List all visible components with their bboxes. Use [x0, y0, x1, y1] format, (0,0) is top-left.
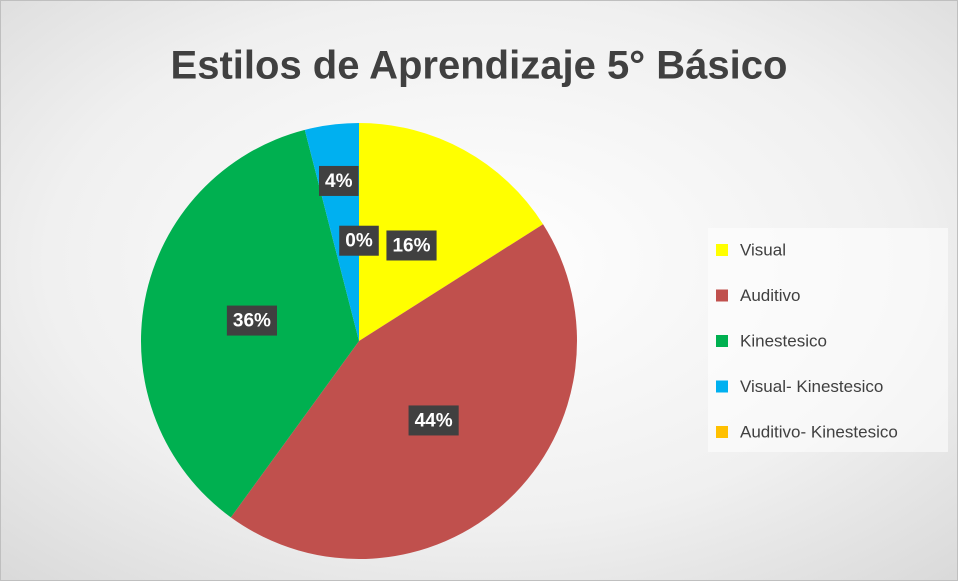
legend-swatch [716, 426, 728, 438]
legend-label: Auditivo [740, 286, 800, 305]
pie-slice [359, 123, 544, 341]
data-label: 36% [233, 311, 271, 332]
legend-swatch [716, 335, 728, 347]
legend-swatch [716, 244, 728, 256]
data-label-box [386, 230, 437, 261]
legend-label: Kinestesico [740, 331, 827, 350]
data-label-box [339, 225, 379, 256]
data-label: 4% [325, 171, 353, 192]
pie-slice [230, 224, 577, 559]
chart-title: Estilos de Aprendizaje 5° Básico [171, 44, 788, 88]
legend-label: Visual [740, 240, 786, 259]
legend-swatch [716, 380, 728, 393]
data-label-box [408, 405, 459, 436]
data-label: 16% [392, 235, 430, 256]
legend-swatch [716, 289, 728, 302]
legend-label: Auditivo- Kinestesico [740, 422, 898, 441]
data-label-box [226, 305, 277, 336]
data-label-box [318, 165, 359, 196]
legend-label: Visual- Kinestesico [740, 377, 883, 396]
legend-box [708, 228, 948, 452]
data-label: 44% [415, 410, 453, 431]
data-label: 0% [345, 231, 373, 252]
